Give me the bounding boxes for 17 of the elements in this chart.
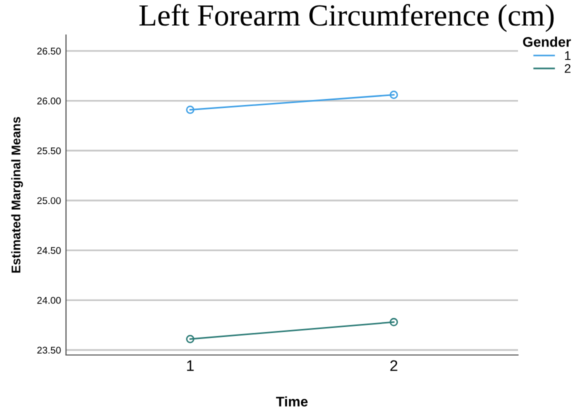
y-tick-label: 25.50 [37,147,61,154]
y-tick-label: 26.50 [37,48,61,55]
point [390,318,398,326]
point [390,90,398,99]
y-tick-label: 23.50 [37,346,61,354]
legend-label: 2 [564,64,570,73]
y-tick-label: 24.50 [37,247,61,254]
chart-title: Left Forearm Circumference (cm) [139,4,554,32]
x-axis-title: Time [276,396,308,407]
point [186,106,194,114]
point [186,334,194,344]
legend-label: 1 [565,51,570,60]
y-tick-label: 25.00 [37,197,61,204]
y-tick-label: 24.00 [37,296,61,304]
y-tick-label: 26.00 [37,98,61,104]
legend-title: Gender [523,36,571,47]
y-axis-title: Estimated Marginal Means [11,117,23,273]
